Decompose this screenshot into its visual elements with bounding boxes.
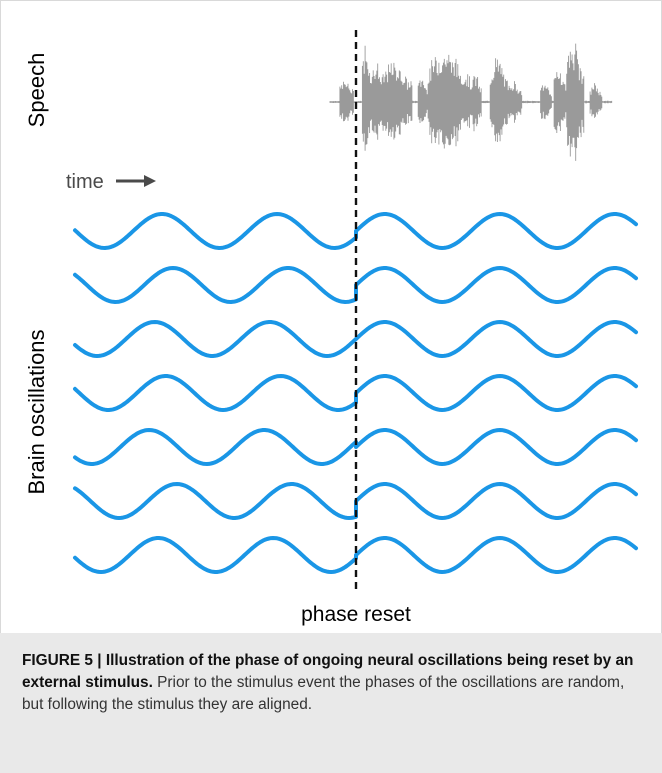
caption-label: FIGURE 5 | [22, 652, 106, 669]
figure-canvas: Speech time Brain oscillations phase res… [24, 30, 638, 626]
caption-title: Illustration of the phase of ongoing neu… [22, 652, 634, 691]
oscillation-wave [73, 212, 638, 250]
figure-caption: FIGURE 5 | Illustration of the phase of … [0, 633, 662, 773]
phase-reset-label: phase reset [301, 603, 411, 626]
time-arrow-icon [116, 175, 156, 187]
oscillation-wave [73, 428, 638, 466]
oscillation-wave [73, 320, 638, 358]
time-label: time [66, 171, 104, 193]
brain-oscillations-label: Brain oscillations [24, 329, 49, 494]
speech-waveform [329, 43, 613, 161]
caption-text: Prior to the stimulus event the phases o… [22, 674, 625, 713]
speech-waveform-path [329, 43, 613, 161]
speech-label: Speech [24, 53, 49, 128]
oscillation-wave [73, 536, 638, 574]
